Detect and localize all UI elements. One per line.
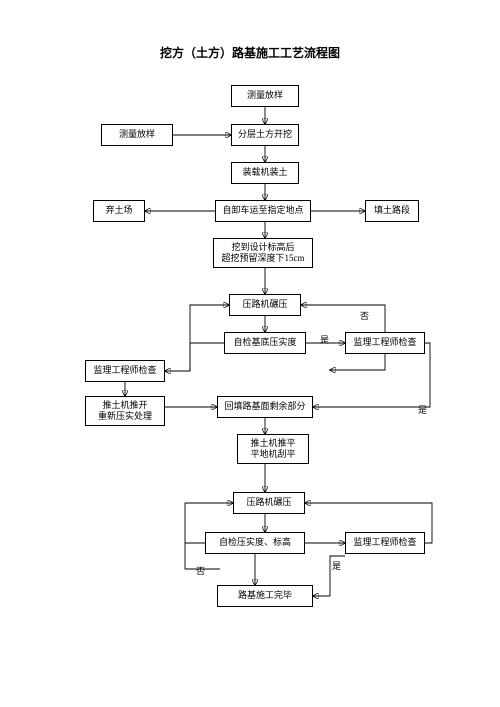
page: 挖方（土方）路基施工工艺流程图 测量放样 测量放样 分层土方开挖 装载机装土 自… xyxy=(0,0,500,707)
node-dig-to: 挖到设计标高后 超挖预留深度下15cm xyxy=(213,238,313,268)
node-text: 测量放样 xyxy=(119,129,155,140)
node-roller1: 压路机碾压 xyxy=(229,294,301,316)
node-roller2: 压路机碾压 xyxy=(233,492,305,514)
node-text: 监理工程师检查 xyxy=(353,337,416,348)
node-text: 自检基底压实度 xyxy=(233,337,296,348)
node-side-survey: 测量放样 xyxy=(101,124,173,146)
node-text: 回填路基面剩余部分 xyxy=(224,401,305,412)
node-self2: 自检压实度、标高 xyxy=(205,532,305,554)
node-bulldoze: 推土机推平 平地机刮平 xyxy=(237,434,309,464)
node-text: 测量放样 xyxy=(247,90,283,101)
node-text: 监理工程师检查 xyxy=(353,537,416,548)
label-yes3: 是 xyxy=(332,559,341,572)
node-text: 装载机装土 xyxy=(242,167,287,178)
label-yes1: 是 xyxy=(320,333,329,346)
node-text: 弃土场 xyxy=(105,205,132,216)
node-dump: 自卸车运至指定地点 xyxy=(215,200,311,222)
node-text: 重新压实处理 xyxy=(98,411,152,422)
node-push-bad: 推土机推开 重新压实处理 xyxy=(85,396,165,426)
node-text: 自检压实度、标高 xyxy=(219,537,291,548)
node-layer-dig: 分层土方开挖 xyxy=(231,124,299,146)
node-text: 压路机碾压 xyxy=(242,299,287,310)
node-self1: 自检基底压实度 xyxy=(224,332,306,354)
node-fill-seg: 填土路段 xyxy=(365,200,419,222)
label-no2: 否 xyxy=(196,564,205,577)
label-yes2: 是 xyxy=(418,403,427,416)
node-text: 压路机碾压 xyxy=(246,497,291,508)
node-text: 推土机推开 xyxy=(102,400,147,411)
node-super3: 监理工程师检查 xyxy=(345,532,425,554)
node-loader: 装载机装土 xyxy=(231,162,299,184)
label-no1: 否 xyxy=(360,309,369,322)
node-text: 填土路段 xyxy=(374,205,410,216)
node-text: 路基施工完毕 xyxy=(238,590,292,601)
node-text: 自卸车运至指定地点 xyxy=(222,205,303,216)
page-title: 挖方（土方）路基施工工艺流程图 xyxy=(0,44,500,61)
node-super2: 监理工程师检查 xyxy=(345,332,425,354)
node-super1: 监理工程师检查 xyxy=(85,360,165,382)
node-start: 测量放样 xyxy=(231,85,299,107)
node-text: 超挖预留深度下15cm xyxy=(222,253,305,264)
node-done: 路基施工完毕 xyxy=(217,585,313,607)
node-spoil: 弃土场 xyxy=(93,200,145,222)
node-backfill: 回填路基面剩余部分 xyxy=(217,396,313,418)
node-text: 监理工程师检查 xyxy=(93,365,156,376)
node-text: 分层土方开挖 xyxy=(238,129,292,140)
node-text: 推土机推平 xyxy=(250,438,295,449)
node-text: 平地机刮平 xyxy=(250,449,295,460)
node-text: 挖到设计标高后 xyxy=(231,242,294,253)
